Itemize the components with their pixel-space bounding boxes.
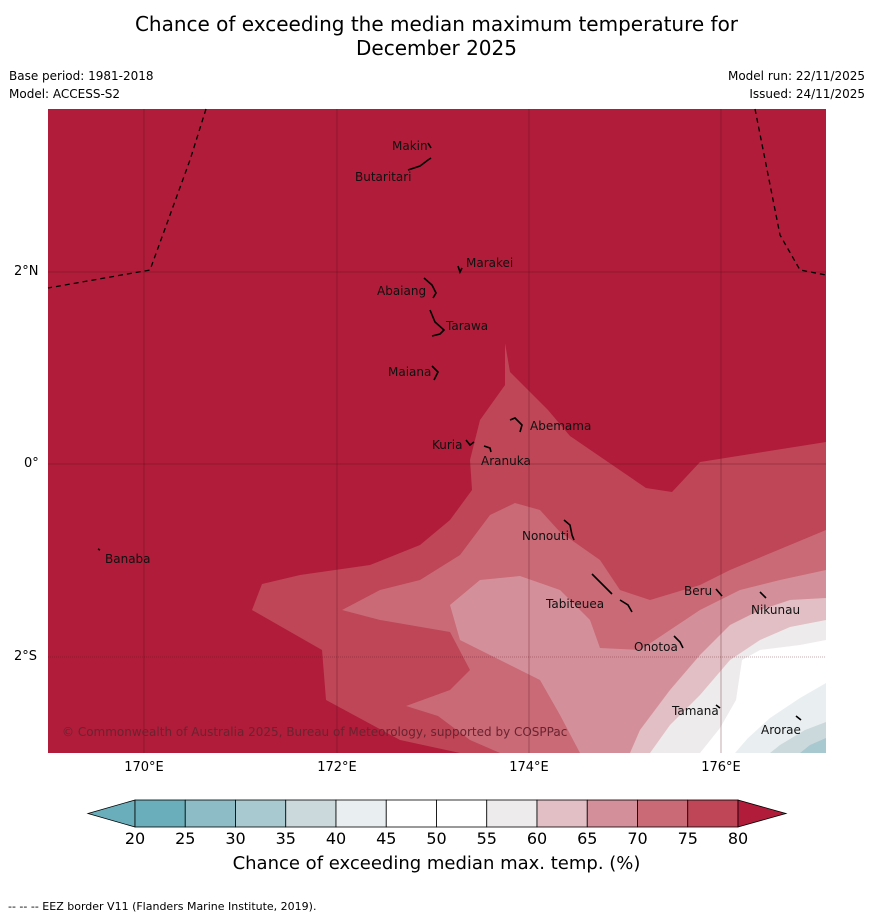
model-name: Model: ACCESS-S2 (9, 87, 121, 101)
issued-date: Issued: 24/11/2025 (749, 87, 865, 101)
colorbar-tick-45: 45 (376, 829, 397, 848)
lon-label-170e: 170°E (124, 760, 164, 775)
island-onotoa: Onotoa (634, 640, 678, 654)
lat-label-2s: 2°S (14, 649, 38, 664)
colorbar-tick-60: 60 (526, 829, 548, 848)
colorbar-tick-80: 80 (727, 829, 749, 848)
island-tamana: Tamana (671, 704, 719, 718)
island-abaiang: Abaiang (377, 284, 426, 298)
colorbar-tick-20: 20 (124, 829, 146, 848)
colorbar-bin-50-55 (436, 799, 488, 828)
island-tabiteuea: Tabiteuea (545, 597, 604, 611)
copyright-text: © Commonwealth of Australia 2025, Bureau… (62, 725, 567, 739)
chart-title: Chance of exceeding the median maximum t… (0, 12, 873, 60)
colorbar-tick-40: 40 (325, 829, 347, 848)
colorbar-extend-high (737, 799, 788, 828)
eez-border (47, 108, 827, 289)
colorbar-title: Chance of exceeding median max. temp. (%… (232, 853, 641, 874)
island-labels: Makin Butaritari Marakei Abaiang Tarawa … (105, 139, 801, 737)
island-maiana: Maiana (388, 365, 431, 379)
island-beru: Beru (684, 584, 712, 598)
colorbar-bin-55-60 (486, 799, 538, 828)
colorbar-extend-low (86, 799, 136, 828)
island-makin: Makin (392, 139, 428, 153)
colorbar-bin-20-25 (134, 799, 186, 828)
colorbar-bin-65-70 (586, 799, 638, 828)
island-banaba: Banaba (105, 552, 151, 566)
meta-left: Base period: 1981-2018 Model: ACCESS-S2 (9, 67, 154, 103)
colorbar-bin-30-35 (235, 799, 287, 828)
colorbar-tick-25: 25 (175, 829, 196, 848)
colorbar-tick-65: 65 (577, 829, 598, 848)
probability-shading (48, 109, 826, 753)
lon-label-176e: 176°E (701, 760, 741, 775)
colorbar-tick-30: 30 (225, 829, 246, 848)
island-abemama: Abemama (530, 419, 591, 433)
lat-label-0: 0° (24, 456, 39, 471)
gridlines (48, 109, 826, 753)
colorbar-tick-70: 70 (627, 829, 648, 848)
colorbar-tick-75: 75 (677, 829, 698, 848)
colorbar-bin-75-80 (687, 799, 739, 828)
colorbar-tick-55: 55 (476, 829, 497, 848)
island-butaritari: Butaritari (355, 170, 412, 184)
title-line-2: December 2025 (356, 36, 517, 60)
eez-footnote: -- -- -- EEZ border V11 (Flanders Marine… (8, 900, 317, 913)
colorbar (86, 799, 788, 828)
island-tarawa: Tarawa (445, 319, 488, 333)
island-marakei: Marakei (466, 256, 513, 270)
colorbar-tick-50: 50 (426, 829, 447, 848)
colorbar-bin-70-75 (637, 799, 689, 828)
lon-label-174e: 174°E (509, 760, 549, 775)
colorbar-bin-35-40 (285, 799, 337, 828)
colorbar-bin-45-50 (385, 799, 437, 828)
base-period: Base period: 1981-2018 (9, 69, 154, 83)
lon-label-172e: 172°E (317, 760, 357, 775)
colorbar-tick-35: 35 (275, 829, 296, 848)
lat-label-2n: 2°N (14, 264, 39, 279)
island-arorae: Arorae (761, 723, 801, 737)
meta-right: Model run: 22/11/2025 Issued: 24/11/2025 (728, 67, 865, 103)
island-nonouti: Nonouti (522, 529, 569, 543)
island-kuria: Kuria (432, 438, 463, 452)
colorbar-bin-25-30 (184, 799, 236, 828)
colorbar-bin-60-65 (536, 799, 588, 828)
colorbar-bin-40-45 (335, 799, 387, 828)
title-line-1: Chance of exceeding the median maximum t… (134, 12, 739, 36)
island-outlines (97, 142, 802, 721)
model-run: Model run: 22/11/2025 (727, 69, 865, 83)
island-nikunau: Nikunau (751, 603, 800, 617)
island-aranuka: Aranuka (481, 454, 531, 468)
